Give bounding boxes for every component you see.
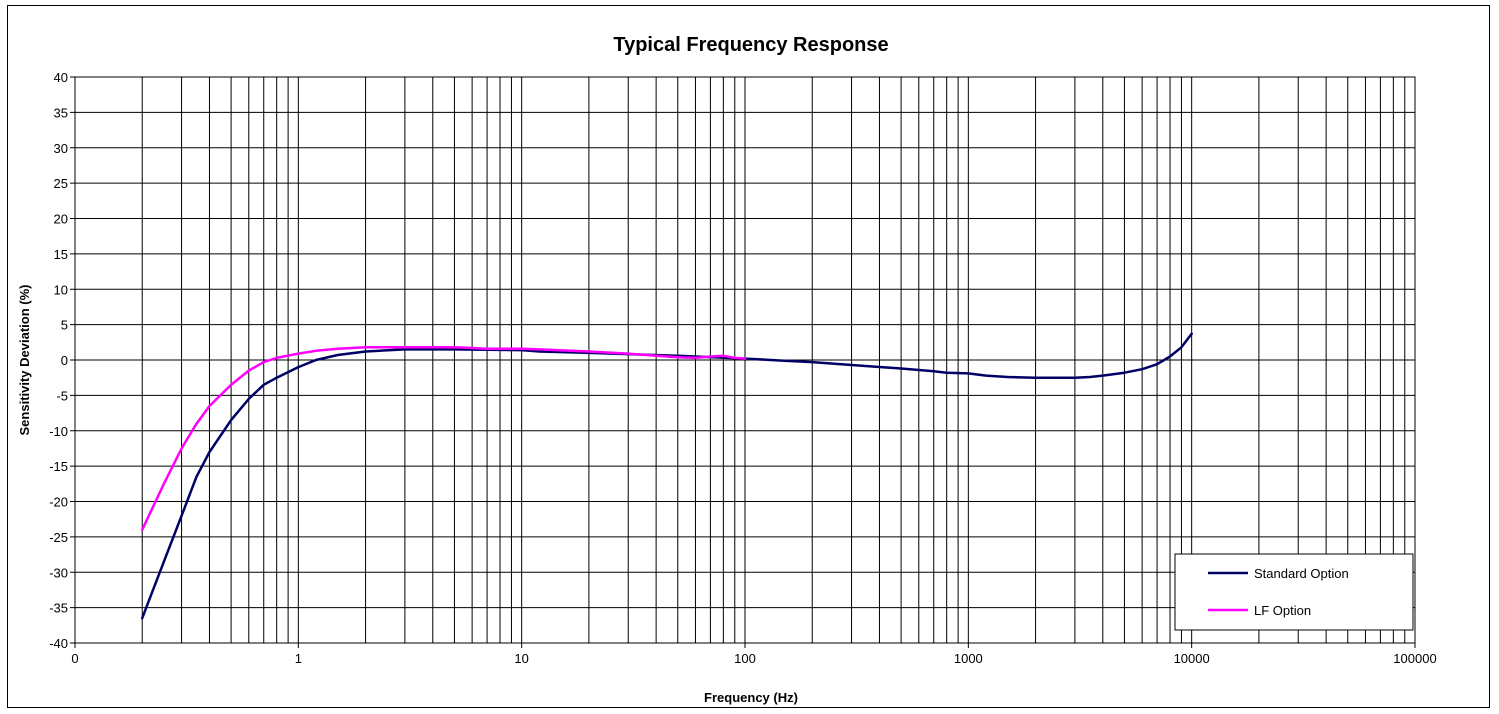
y-tick-label: -40 xyxy=(49,636,68,651)
y-tick-label: -5 xyxy=(56,388,68,403)
y-tick-label: -35 xyxy=(49,601,68,616)
y-tick-label: 25 xyxy=(54,176,68,191)
legend-label-standard-option: Standard Option xyxy=(1254,566,1349,581)
x-axis-ticks: 0 1 10 100 1000 10000 100000 xyxy=(71,643,1437,666)
y-tick-label: 5 xyxy=(61,318,68,333)
y-axis-label: Sensitivity Deviation (%) xyxy=(17,285,32,436)
grid-lines xyxy=(75,76,1415,644)
y-tick-label: -25 xyxy=(49,530,68,545)
series-line-standard-option xyxy=(140,332,1193,620)
x-axis-label: Frequency (Hz) xyxy=(704,690,798,705)
plot-area-border xyxy=(74,76,1416,644)
y-tick-label: 0 xyxy=(61,353,68,368)
chart-title: Typical Frequency Response xyxy=(613,34,888,56)
series-lines xyxy=(140,332,1193,620)
x-tick-label: 100000 xyxy=(1393,651,1436,666)
x-tick-label: 10 xyxy=(514,651,528,666)
y-tick-label: -10 xyxy=(49,424,68,439)
y-tick-label: -15 xyxy=(49,459,68,474)
y-tick-label: 20 xyxy=(54,212,68,227)
legend-box xyxy=(1174,553,1414,631)
y-tick-label: 40 xyxy=(54,70,68,85)
x-tick-label: 10000 xyxy=(1174,651,1210,666)
series-line-lf-option xyxy=(140,346,747,532)
legend: Standard Option LF Option xyxy=(1174,553,1414,631)
y-tick-label: 15 xyxy=(54,247,68,262)
y-tick-label: 10 xyxy=(54,282,68,297)
y-tick-label: 35 xyxy=(54,105,68,120)
y-tick-label: 30 xyxy=(54,141,68,156)
frequency-response-chart: Typical Frequency Response 4035302520151… xyxy=(17,34,1437,705)
x-tick-label: 100 xyxy=(734,651,756,666)
legend-label-lf-option: LF Option xyxy=(1254,603,1311,618)
y-axis-ticks: 40 35 30 25 20 15 10 5 0 -5 -10 -15 -20 -25 -30 -35 -40 xyxy=(49,70,75,651)
y-tick-label: -30 xyxy=(49,565,68,580)
x-tick-label: 1 xyxy=(295,651,302,666)
x-tick-label: 0 xyxy=(71,651,78,666)
x-tick-label: 1000 xyxy=(954,651,983,666)
chart-frame: Typical Frequency Response 40 35 30 25 20 15 1… xyxy=(7,5,1490,708)
y-tick-label: -20 xyxy=(49,495,68,510)
